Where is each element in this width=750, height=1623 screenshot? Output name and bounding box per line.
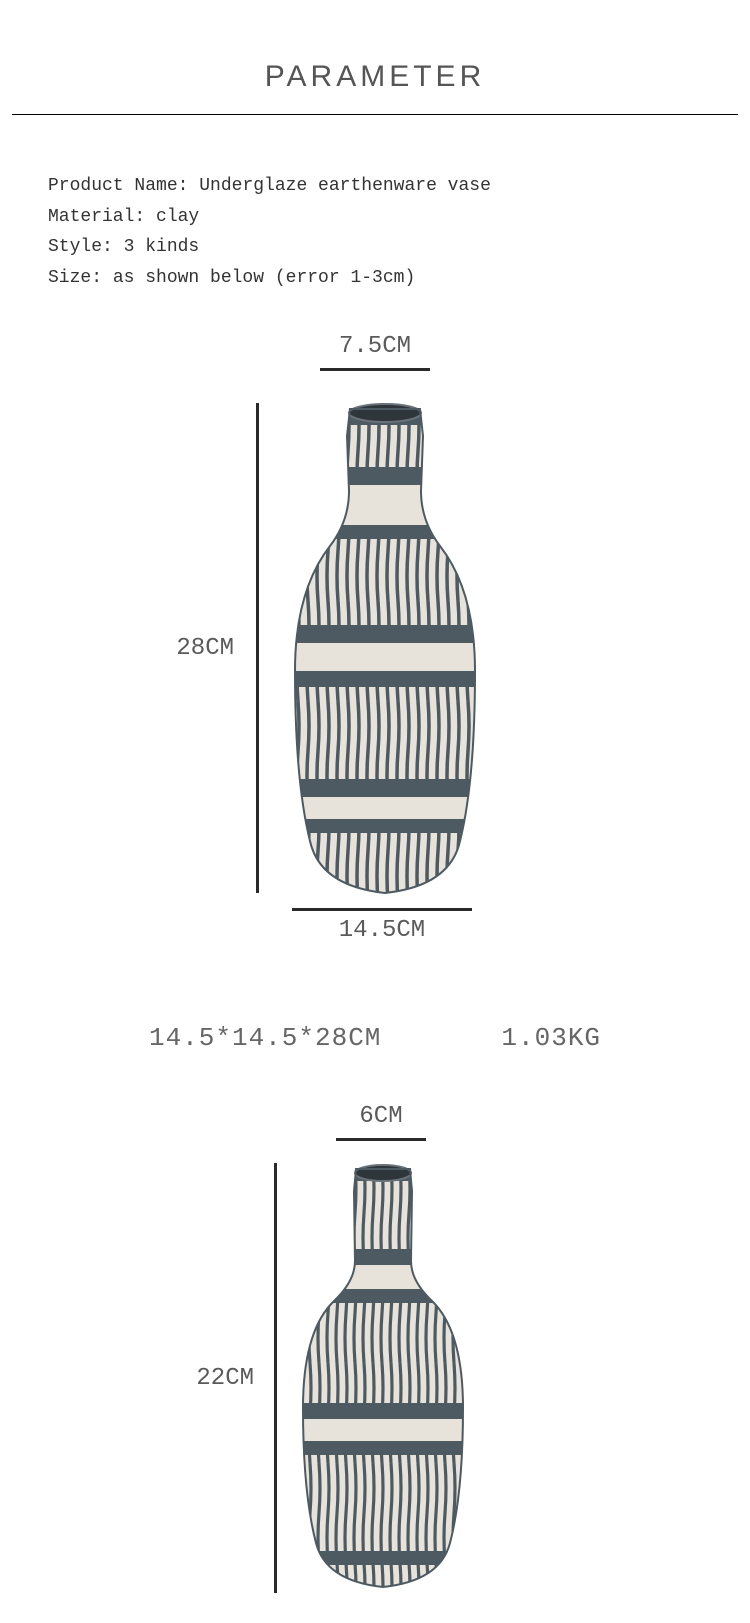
spec-line: Size: as shown below (error 1-3cm) [48, 263, 750, 294]
spec-line: Product Name: Underglaze earthenware vas… [48, 171, 750, 202]
vase1-image [285, 401, 485, 901]
spec-value: Underglaze earthenware vase [199, 176, 491, 196]
dim-label: 22CM [196, 1365, 254, 1392]
vase1-diagram: 7.5CM 28CM [0, 333, 750, 993]
dim-bar [320, 368, 430, 371]
spec-label: Size: [48, 268, 113, 288]
spec-line: Material: clay [48, 202, 750, 233]
vase2-top-dim: 6CM [336, 1103, 426, 1141]
spec-label: Product Name: [48, 176, 199, 196]
dim-label: 6CM [336, 1103, 426, 1130]
dim-label: 7.5CM [320, 333, 430, 360]
spec-label: Material: [48, 207, 156, 227]
section-title: PARAMETER [0, 0, 750, 114]
dim-bar [256, 403, 259, 893]
dim-bar [274, 1163, 277, 1593]
vase1-height-dim: 28CM [130, 403, 250, 893]
vase2-image [298, 1163, 468, 1593]
spec-block: Product Name: Underglaze earthenware vas… [0, 115, 750, 293]
vase1-top-dim: 7.5CM [320, 333, 430, 371]
dim-label: 14.5CM [292, 917, 472, 944]
spec-value: 3 kinds [124, 237, 200, 257]
dim-label: 28CM [176, 635, 234, 662]
spec-value: clay [156, 207, 199, 227]
vase2-diagram: 6CM 22CM [0, 1103, 750, 1623]
spec-label: Style: [48, 237, 124, 257]
summary-weight: 1.03KG [501, 1023, 601, 1053]
dim-bar [292, 908, 472, 911]
vase1-summary: 14.5*14.5*28CM 1.03KG [0, 1023, 750, 1053]
spec-line: Style: 3 kinds [48, 232, 750, 263]
vase1-bottom-dim: 14.5CM [292, 908, 472, 944]
spec-value: as shown below (error 1-3cm) [113, 268, 415, 288]
summary-size: 14.5*14.5*28CM [149, 1023, 381, 1053]
vase2-height-dim: 22CM [150, 1163, 270, 1593]
dim-bar [336, 1138, 426, 1141]
